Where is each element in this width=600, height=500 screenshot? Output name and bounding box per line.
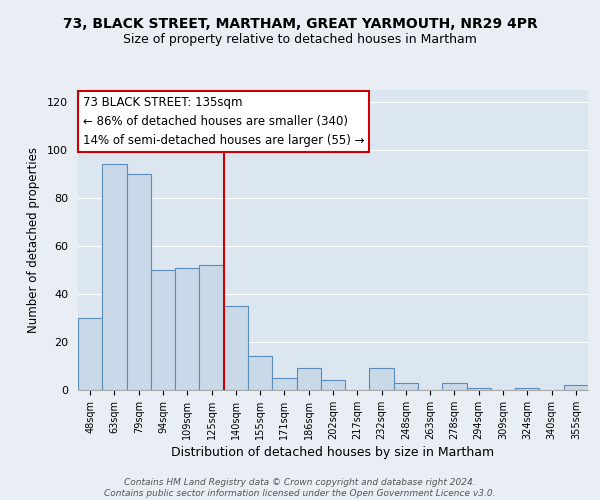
Bar bbox=[199, 265, 224, 390]
Y-axis label: Number of detached properties: Number of detached properties bbox=[27, 147, 40, 333]
Bar bbox=[394, 383, 418, 390]
Bar bbox=[370, 368, 394, 390]
Bar bbox=[321, 380, 345, 390]
Bar bbox=[248, 356, 272, 390]
Bar bbox=[224, 306, 248, 390]
Bar bbox=[296, 368, 321, 390]
Bar bbox=[175, 268, 199, 390]
Bar bbox=[564, 385, 588, 390]
Bar bbox=[151, 270, 175, 390]
Text: 73 BLACK STREET: 135sqm
← 86% of detached houses are smaller (340)
14% of semi-d: 73 BLACK STREET: 135sqm ← 86% of detache… bbox=[83, 96, 365, 147]
Bar bbox=[102, 164, 127, 390]
X-axis label: Distribution of detached houses by size in Martham: Distribution of detached houses by size … bbox=[172, 446, 494, 459]
Text: Contains HM Land Registry data © Crown copyright and database right 2024.
Contai: Contains HM Land Registry data © Crown c… bbox=[104, 478, 496, 498]
Bar bbox=[272, 378, 296, 390]
Bar bbox=[467, 388, 491, 390]
Bar bbox=[515, 388, 539, 390]
Bar bbox=[78, 318, 102, 390]
Bar bbox=[442, 383, 467, 390]
Text: Size of property relative to detached houses in Martham: Size of property relative to detached ho… bbox=[123, 32, 477, 46]
Bar bbox=[127, 174, 151, 390]
Text: 73, BLACK STREET, MARTHAM, GREAT YARMOUTH, NR29 4PR: 73, BLACK STREET, MARTHAM, GREAT YARMOUT… bbox=[62, 18, 538, 32]
